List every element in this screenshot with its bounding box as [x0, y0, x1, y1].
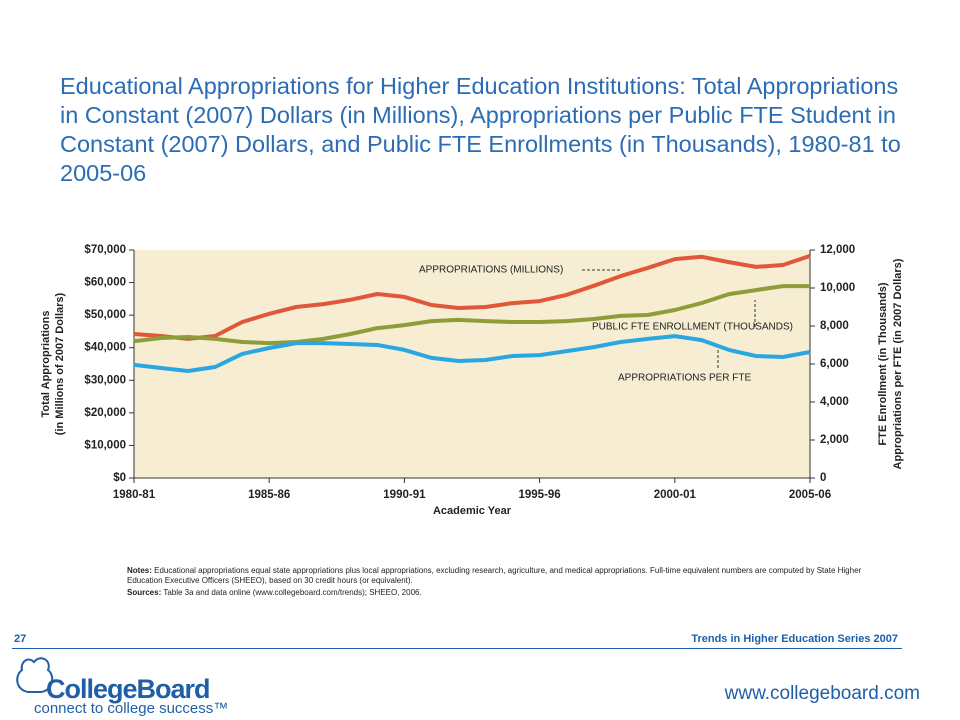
notes-label: Notes: — [127, 566, 152, 575]
y2-tick-label: 6,000 — [820, 358, 849, 370]
y-tick-label: $20,000 — [84, 407, 126, 419]
url[interactable]: www.collegeboard.com — [724, 683, 920, 704]
brand: CollegeBoard — [46, 674, 211, 704]
y2-axis-title: Appropriations per FTE (in 2007 Dollars) — [892, 258, 904, 469]
x-tick-label: 1995-96 — [518, 489, 560, 501]
y2-tick-label: 12,000 — [820, 244, 855, 256]
y2-tick-label: 8,000 — [820, 320, 849, 332]
y2-axis-title: FTE Enrollment (in Thousands) — [877, 282, 889, 446]
series-annotation: PUBLIC FTE ENROLLMENT (THOUSANDS) — [592, 322, 793, 333]
logo-icon — [16, 657, 54, 693]
chart-title: Educational Appropriations for Higher Ed… — [60, 73, 901, 186]
y2-tick-label: 4,000 — [820, 396, 849, 408]
series-line — [133, 284, 810, 346]
footer-rule — [12, 648, 902, 649]
y-tick-label: $60,000 — [84, 277, 126, 289]
y-tick-label: $0 — [113, 472, 126, 484]
notes-text: Educational appropriations equal state a… — [127, 566, 862, 585]
x-tick-label: 2000-01 — [654, 489, 697, 501]
y2-tick-label: 2,000 — [820, 434, 849, 446]
series-line — [133, 334, 811, 373]
sources-text: Table 3a and data online (www.collegeboa… — [163, 588, 422, 597]
series-line — [133, 254, 811, 341]
page-number: 27 — [14, 633, 27, 645]
series-name: Trends in Higher Education Series 2007 — [691, 633, 898, 645]
x-tick-label: 2005-06 — [789, 489, 831, 501]
x-axis-title: Academic Year — [433, 505, 512, 517]
y2-tick-label: 10,000 — [820, 282, 855, 294]
x-tick-label: 1990-91 — [383, 489, 426, 501]
sources-label: Sources: — [127, 588, 162, 597]
chart: $0 $10,000 $20,000 $30,000 $40,000 $50,000 $60… — [40, 244, 904, 517]
y-tick-label: $40,000 — [84, 342, 126, 354]
logo-shape — [16, 657, 54, 693]
y-tick-label: $70,000 — [84, 244, 126, 256]
y-axis-title: Total Appropriations — [40, 311, 52, 418]
x-tick-label: 1980-81 — [113, 489, 156, 501]
x-tick-label: 1985-86 — [248, 489, 290, 501]
sources: Sources: Table 3a and data online (www.c… — [127, 588, 887, 597]
tagline: connect to college success™ — [34, 700, 229, 717]
y-axis-title: (in Millions of 2007 Dollars) — [54, 292, 66, 435]
notes: Notes: Educational appropriations equal … — [127, 566, 887, 585]
y2-tick-label: 0 — [820, 472, 826, 484]
series-annotation: APPROPRIATIONS PER FTE — [618, 373, 751, 384]
y-tick-label: $10,000 — [84, 439, 126, 451]
series-annotation: APPROPRIATIONS (MILLIONS) — [419, 265, 563, 276]
y-tick-label: $30,000 — [84, 374, 126, 386]
plot-background — [134, 250, 810, 478]
y-tick-label: $50,000 — [84, 309, 126, 321]
